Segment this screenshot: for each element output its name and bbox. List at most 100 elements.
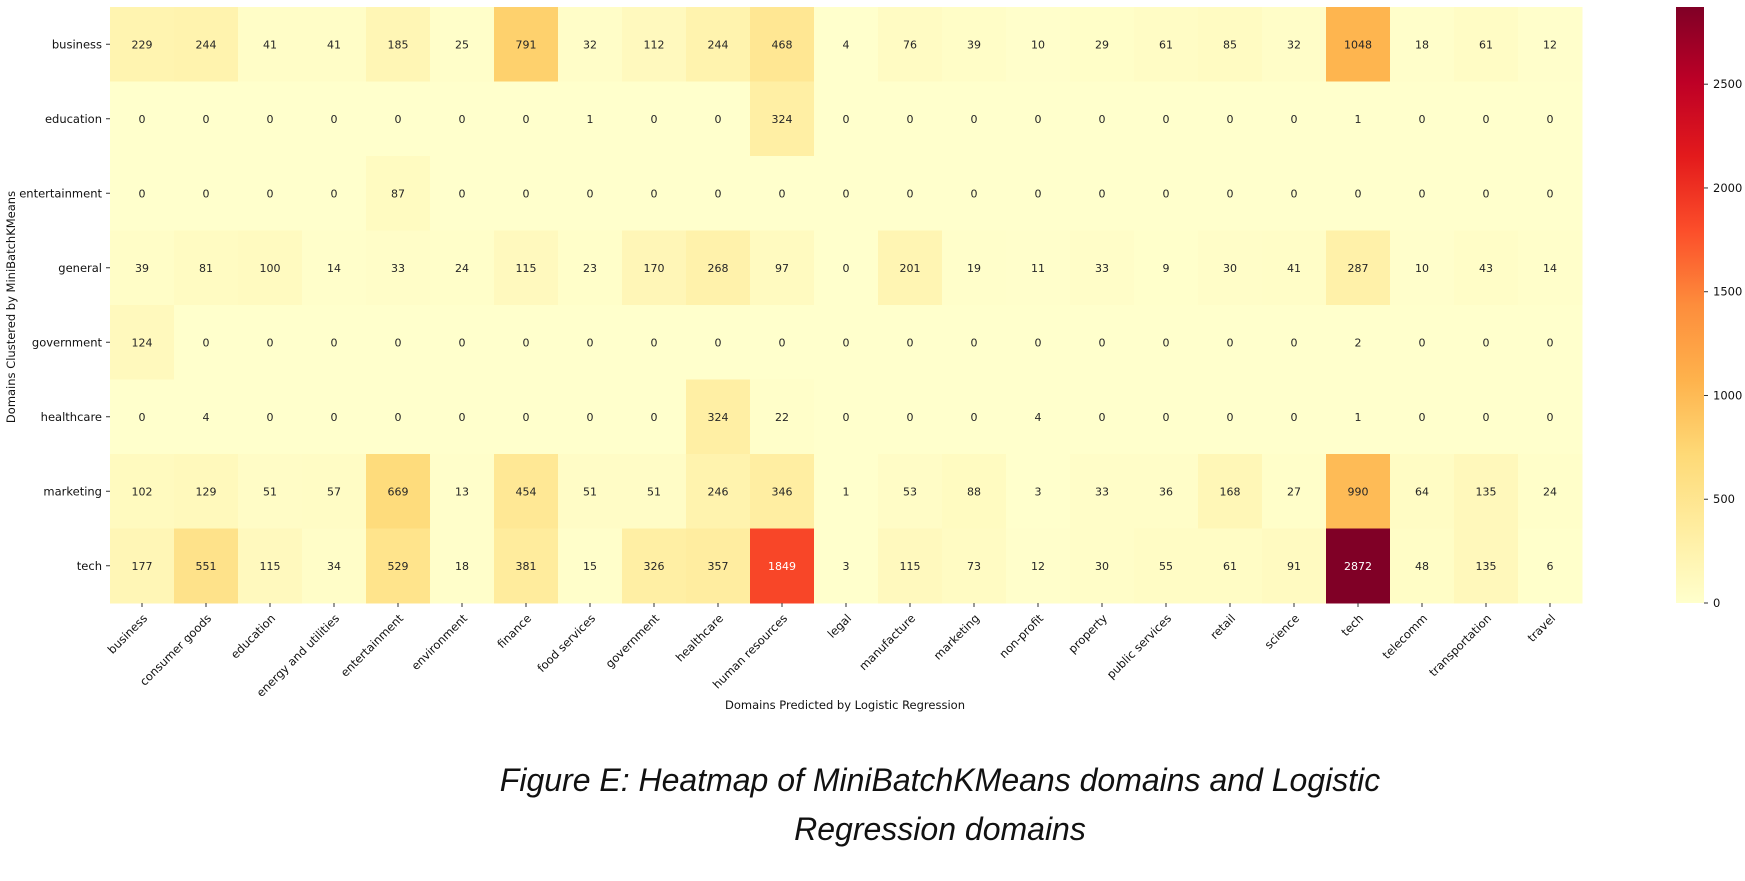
heatmap-cell-value: 12 — [1543, 38, 1557, 51]
heatmap-cell — [110, 156, 175, 231]
heatmap-cell-value: 0 — [843, 336, 850, 349]
heatmap-cell-value: 0 — [1291, 411, 1298, 424]
heatmap-cell — [878, 156, 943, 231]
heatmap-cell — [1390, 81, 1455, 157]
heatmap-cell — [302, 305, 367, 380]
y-tick-label: healthcare — [41, 410, 102, 424]
heatmap-cell — [622, 528, 687, 604]
heatmap-cell-value: 0 — [971, 187, 978, 200]
heatmap-cell-value: 229 — [132, 38, 153, 51]
heatmap-cell — [1070, 379, 1135, 455]
heatmap-cell-value: 0 — [523, 113, 530, 126]
heatmap-cell — [1134, 528, 1199, 604]
heatmap-cell — [302, 230, 367, 306]
heatmap-cell — [750, 81, 815, 157]
heatmap-cell-value: 2 — [1355, 336, 1362, 349]
heatmap-cell-value: 0 — [267, 187, 274, 200]
heatmap-cell — [942, 230, 1007, 306]
heatmap-cell — [686, 379, 751, 455]
heatmap-cell-value: 85 — [1223, 38, 1237, 51]
heatmap-cell — [1390, 305, 1455, 380]
heatmap-cell-value: 0 — [843, 113, 850, 126]
heatmap-cell — [1518, 305, 1583, 380]
heatmap-cell — [174, 156, 239, 231]
heatmap-cell-value: 669 — [388, 485, 409, 498]
heatmap-cell-value: 0 — [459, 113, 466, 126]
heatmap-cell-value: 9 — [1163, 262, 1170, 275]
heatmap-cell-value: 32 — [1287, 38, 1301, 51]
heatmap-cell — [366, 7, 431, 82]
heatmap-cell — [1454, 230, 1519, 306]
heatmap-cell — [238, 305, 303, 380]
heatmap-cell-value: 0 — [779, 336, 786, 349]
heatmap-cell-value: 0 — [1099, 113, 1106, 126]
x-axis-title: Domains Predicted by Logistic Regression — [725, 698, 965, 712]
heatmap-cell-value: 0 — [331, 411, 338, 424]
heatmap-cell-value: 12 — [1031, 560, 1045, 573]
heatmap-cell — [814, 7, 879, 82]
heatmap-cell-value: 0 — [1163, 113, 1170, 126]
heatmap-cell-value: 0 — [267, 411, 274, 424]
colorbar-tick-label: 500 — [1713, 492, 1735, 506]
heatmap-cell — [302, 528, 367, 604]
heatmap-cell — [366, 156, 431, 231]
heatmap-cell — [1454, 305, 1519, 380]
heatmap-cell-value: 18 — [455, 560, 469, 573]
heatmap-cell — [878, 7, 943, 82]
heatmap-cell — [1326, 230, 1391, 306]
heatmap-cell-value: 244 — [708, 38, 729, 51]
heatmap-cell-value: 0 — [395, 113, 402, 126]
heatmap-cell-value: 0 — [1547, 336, 1554, 349]
heatmap-cell — [494, 454, 559, 529]
x-tick-label: government — [603, 611, 663, 671]
x-tick-label: environment — [408, 611, 470, 673]
heatmap-cell-labels: 229 244 41 41 185 25 791 32 112 244 468 4 76 39 10 29 61… — [132, 38, 1558, 573]
x-tick-label: tech — [1338, 611, 1366, 639]
heatmap-cell-value: 0 — [1291, 336, 1298, 349]
heatmap-cell-value: 135 — [1476, 485, 1497, 498]
heatmap-cell — [1134, 230, 1199, 306]
heatmap-cell — [174, 305, 239, 380]
heatmap-cell-value: 324 — [772, 113, 793, 126]
heatmap-cell-value: 0 — [1419, 187, 1426, 200]
heatmap-cell — [302, 156, 367, 231]
heatmap-cell-value: 0 — [1483, 187, 1490, 200]
heatmap-cell — [1198, 156, 1263, 231]
heatmap-cell — [750, 379, 815, 455]
heatmap-cell-value: 0 — [1547, 113, 1554, 126]
heatmap-cell — [174, 528, 239, 604]
heatmap-cell-value: 3 — [843, 560, 850, 573]
heatmap-cell — [686, 7, 751, 82]
heatmap-cell — [750, 7, 815, 82]
heatmap-cell — [1006, 81, 1071, 157]
heatmap-cell-value: 25 — [455, 38, 469, 51]
heatmap-cell — [1454, 7, 1519, 82]
heatmap-cell-value: 91 — [1287, 560, 1301, 573]
heatmap-cell-value: 0 — [267, 336, 274, 349]
heatmap-cell — [1070, 528, 1135, 604]
heatmap-cell — [1326, 7, 1391, 82]
heatmap-cell-value: 0 — [395, 411, 402, 424]
heatmap-cell — [622, 379, 687, 455]
heatmap-cell-value: 0 — [331, 113, 338, 126]
heatmap-cell-value: 33 — [1095, 262, 1109, 275]
heatmap-cell — [1262, 454, 1327, 529]
heatmap-cell — [1390, 528, 1455, 604]
heatmap-cell — [430, 454, 495, 529]
heatmap-cell — [1134, 156, 1199, 231]
heatmap-cell-value: 0 — [651, 113, 658, 126]
heatmap-cell-value: 51 — [583, 485, 597, 498]
heatmap-cell-value: 0 — [907, 411, 914, 424]
heatmap-cell-value: 10 — [1415, 262, 1429, 275]
heatmap-cell-value: 0 — [331, 187, 338, 200]
x-tick-label: non-profit — [996, 611, 1046, 661]
heatmap-cell-value: 177 — [132, 560, 153, 573]
heatmap-cell — [1198, 379, 1263, 455]
heatmap-cell-value: 0 — [779, 187, 786, 200]
heatmap-cell — [430, 379, 495, 455]
heatmap-cell-value: 1 — [1355, 411, 1362, 424]
heatmap-cell — [1006, 230, 1071, 306]
heatmap-cell — [814, 230, 879, 306]
heatmap-cell — [1326, 379, 1391, 455]
heatmap-cell — [1326, 156, 1391, 231]
